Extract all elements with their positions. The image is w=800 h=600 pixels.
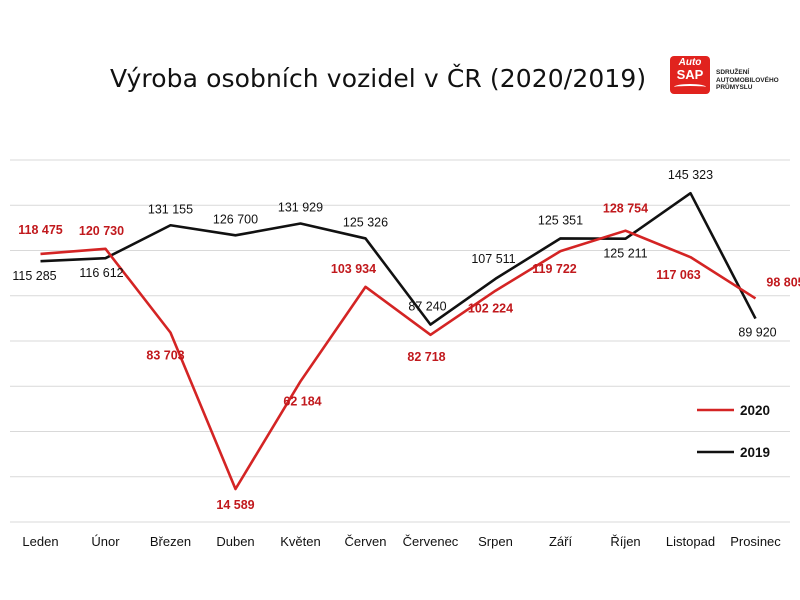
x-tick-label: Říjen bbox=[610, 534, 640, 549]
data-label-2020: 103 934 bbox=[331, 262, 376, 276]
data-label-2019: 145 323 bbox=[668, 168, 713, 182]
data-label-2020: 128 754 bbox=[603, 202, 648, 216]
data-label-2019: 87 240 bbox=[408, 300, 446, 314]
x-tick-label: Červenec bbox=[403, 534, 459, 549]
data-label-2019: 89 920 bbox=[738, 326, 776, 340]
legend-label-2020: 2020 bbox=[740, 403, 770, 418]
logo-text-line: SDRUŽENÍ bbox=[716, 69, 750, 76]
data-label-2020: 62 184 bbox=[283, 394, 321, 408]
x-tick-label: Březen bbox=[150, 534, 191, 549]
x-tick-label: Červen bbox=[345, 534, 387, 549]
data-label-2020: 82 718 bbox=[407, 350, 445, 364]
chart-title: Výroba osobních vozidel v ČR (2020/2019) bbox=[110, 64, 647, 93]
data-label-2020: 102 224 bbox=[468, 302, 513, 316]
logo-text-line: AUTOMOBILOVÉHO bbox=[716, 76, 779, 84]
data-label-2020: 118 475 bbox=[18, 223, 63, 237]
autosap-logo: Auto SAP SDRUŽENÍ AUTOMOBILOVÉHO PRŮMYSL… bbox=[670, 56, 780, 98]
data-label-2019: 116 612 bbox=[79, 266, 123, 280]
data-label-2019: 131 929 bbox=[278, 201, 323, 215]
data-label-2020: 14 589 bbox=[216, 498, 254, 512]
x-tick-label: Květen bbox=[280, 534, 320, 549]
logo-badge-line1: Auto bbox=[678, 57, 702, 68]
data-label-2020: 119 722 bbox=[532, 262, 577, 276]
chart-grid bbox=[10, 159, 790, 523]
chart-data-labels: 118 475 120 730 83 703 14 589 62 184 103 934 8… bbox=[12, 168, 800, 512]
logo-swoosh bbox=[674, 84, 706, 90]
x-tick-label: Listopad bbox=[666, 534, 715, 549]
data-label-2020: 98 805 bbox=[766, 275, 800, 289]
x-tick-label: Únor bbox=[91, 534, 120, 549]
x-tick-label: Duben bbox=[216, 534, 254, 549]
logo-text: SDRUŽENÍ AUTOMOBILOVÉHO PRŮMYSLU bbox=[716, 69, 780, 92]
data-label-2019: 131 155 bbox=[148, 202, 193, 216]
data-label-2020: 120 730 bbox=[79, 224, 124, 238]
logo-text-line: PRŮMYSLU bbox=[716, 84, 753, 91]
logo-badge-line2: SAP bbox=[676, 67, 704, 82]
data-label-2019: 125 326 bbox=[343, 215, 388, 229]
x-tick-label: Září bbox=[549, 534, 573, 549]
x-tick-label: Prosinec bbox=[730, 534, 781, 549]
data-label-2019: 125 211 bbox=[603, 247, 647, 261]
autosap-badge: Auto SAP bbox=[670, 56, 710, 94]
chart-lines bbox=[40, 191, 757, 491]
data-label-2020: 117 063 bbox=[656, 268, 701, 282]
data-label-2020: 83 703 bbox=[146, 349, 184, 363]
x-tick-label: Srpen bbox=[478, 534, 513, 549]
data-label-2019: 107 511 bbox=[471, 252, 515, 266]
data-label-2019: 125 351 bbox=[538, 213, 583, 227]
x-tick-label: Leden bbox=[22, 534, 58, 549]
series-line-2019 bbox=[40, 191, 757, 326]
legend-label-2019: 2019 bbox=[740, 445, 770, 460]
chart-legend: 2020 2019 bbox=[697, 403, 770, 460]
series-line-2020 bbox=[40, 229, 757, 491]
x-axis: Leden Únor Březen Duben Květen Červen Červenec… bbox=[22, 534, 781, 549]
data-label-2019: 115 285 bbox=[12, 269, 56, 283]
data-label-2019: 126 700 bbox=[213, 212, 258, 226]
